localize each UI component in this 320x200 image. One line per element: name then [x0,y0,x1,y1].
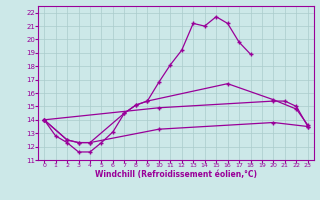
X-axis label: Windchill (Refroidissement éolien,°C): Windchill (Refroidissement éolien,°C) [95,170,257,179]
